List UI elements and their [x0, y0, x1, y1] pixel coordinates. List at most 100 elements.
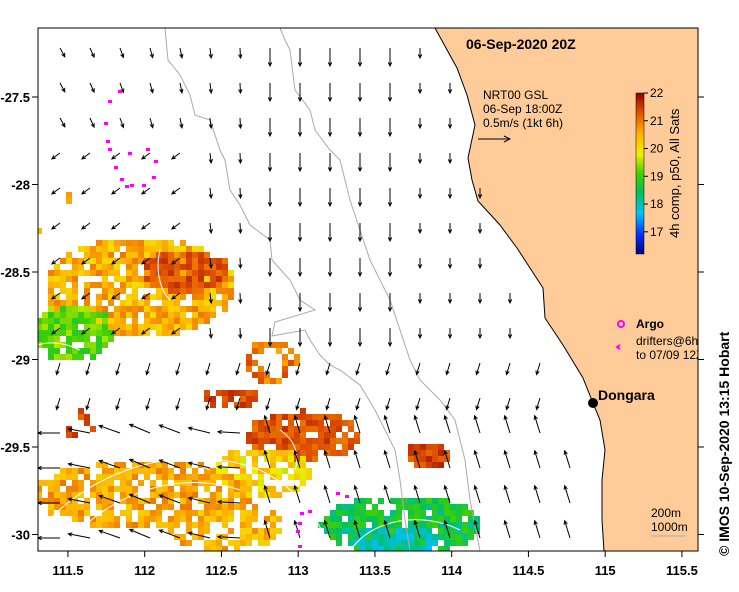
- current-arrow: [415, 397, 421, 411]
- current-arrow: [238, 47, 243, 60]
- current-arrow: [59, 117, 66, 128]
- sst-pixel: [234, 480, 240, 486]
- sst-pixel: [228, 450, 234, 456]
- sst-pixel: [228, 474, 234, 480]
- sst-pixel: [216, 504, 222, 510]
- sst-pixel: [468, 534, 474, 540]
- sst-pixel: [288, 486, 294, 492]
- sst-pixel: [300, 450, 306, 456]
- current-arrow: [477, 258, 483, 270]
- current-arrow: [267, 153, 273, 173]
- current-arrow: [50, 187, 61, 195]
- sst-pixel: [210, 264, 216, 270]
- legend-argo: Argo: [636, 317, 664, 331]
- sst-pixel: [252, 534, 258, 540]
- sst-pixel: [120, 252, 126, 258]
- sst-pixel: [90, 258, 96, 264]
- sst-pixel: [144, 258, 150, 264]
- sst-pixel: [210, 294, 216, 300]
- sst-pixel: [378, 498, 384, 504]
- sst-pixel: [72, 306, 78, 312]
- sst-pixel: [228, 462, 234, 468]
- sst-pixel: [366, 534, 372, 540]
- sst-pixel: [198, 258, 204, 264]
- sst-pixel: [378, 540, 384, 546]
- sst-pixel: [120, 492, 126, 498]
- current-arrow: [447, 188, 453, 200]
- sst-pixel: [222, 276, 228, 282]
- sst-pixel: [222, 306, 228, 312]
- sst-pixel: [222, 498, 228, 504]
- current-arrow: [267, 328, 273, 348]
- current-arrow: [293, 449, 301, 469]
- sst-pixel: [60, 276, 66, 282]
- sst-pixel: [162, 270, 168, 276]
- lon-tick-label: 114.5: [513, 563, 545, 578]
- sst-pixel: [84, 324, 90, 330]
- current-arrow: [238, 327, 243, 340]
- sst-pixel: [96, 516, 102, 522]
- sst-pixel: [60, 312, 66, 318]
- current-arrow: [413, 519, 421, 539]
- sst-pixel: [180, 498, 186, 504]
- sst-pixel: [432, 462, 438, 468]
- sst-pixel: [54, 306, 60, 312]
- sst-pixel: [408, 528, 414, 534]
- sst-pixel: [234, 390, 240, 396]
- sst-pixel: [204, 282, 210, 288]
- sst-pixel: [354, 528, 360, 534]
- sst-pixel: [456, 510, 462, 516]
- sst-pixel: [174, 276, 180, 282]
- current-arrow: [158, 494, 181, 504]
- sst-pixel: [300, 426, 306, 432]
- sst-pixel: [450, 540, 456, 546]
- sst-pixel: [180, 264, 186, 270]
- sst-pixel: [96, 258, 102, 264]
- sst-pixel: [84, 498, 90, 504]
- sst-pixel: [354, 516, 360, 522]
- sst-pixel: [426, 498, 432, 504]
- sst-pixel: [456, 534, 462, 540]
- current-arrow: [473, 414, 481, 434]
- sst-pixel: [156, 264, 162, 270]
- sst-pixel: [72, 258, 78, 264]
- sst-pixel: [216, 282, 222, 288]
- sst-pixel: [444, 540, 450, 546]
- sst-pixel: [126, 498, 132, 504]
- sst-pixel: [390, 552, 396, 558]
- sst-pixel: [438, 510, 444, 516]
- sst-pixel: [156, 462, 162, 468]
- sst-pixel: [108, 336, 114, 342]
- sst-pixel: [444, 504, 450, 510]
- sst-pixel: [150, 294, 156, 300]
- sst-pixel: [420, 546, 426, 551]
- sst-pixel: [210, 312, 216, 318]
- sst-pixel: [318, 426, 324, 432]
- sst-pixel: [162, 276, 168, 282]
- sst-pixel: [90, 426, 96, 432]
- current-arrow: [263, 414, 271, 434]
- sst-pixel: [168, 486, 174, 492]
- sst-pixel: [300, 420, 306, 426]
- sst-pixel: [120, 300, 126, 306]
- sst-pixel: [66, 504, 72, 510]
- drifter-position: [130, 184, 134, 187]
- sst-pixel: [180, 462, 186, 468]
- sst-pixel: [144, 282, 150, 288]
- sst-pixel: [234, 402, 240, 408]
- sst-pixel: [168, 240, 174, 246]
- sst-pixel: [48, 318, 54, 324]
- sst-pixel: [192, 264, 198, 270]
- drifter-position: [106, 140, 110, 143]
- sst-pixel: [222, 522, 228, 528]
- sst-pixel: [108, 516, 114, 522]
- sst-pixel: [348, 510, 354, 516]
- sst-pixel: [210, 288, 216, 294]
- sst-pixel: [354, 504, 360, 510]
- sst-pixel: [174, 474, 180, 480]
- lat-tick-label: -29: [11, 353, 30, 368]
- sst-pixel: [426, 450, 432, 456]
- current-arrow: [98, 494, 121, 504]
- sst-pixel: [186, 480, 192, 486]
- sst-pixel: [216, 462, 222, 468]
